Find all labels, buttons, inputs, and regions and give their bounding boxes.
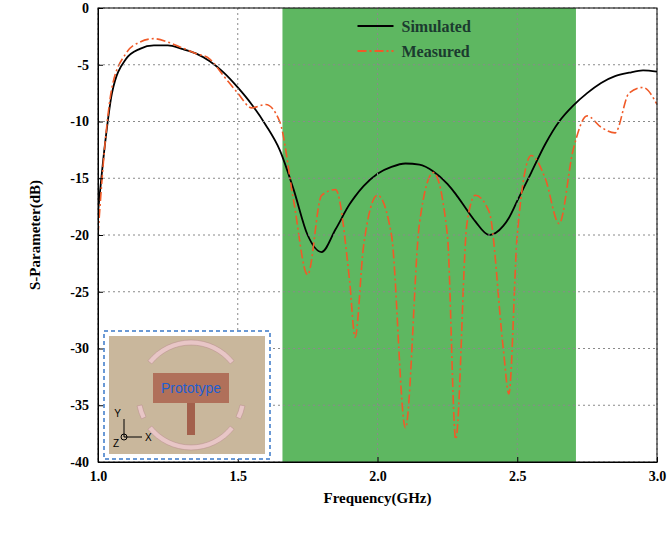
y-tick: -35 bbox=[70, 398, 103, 413]
y-tick: -10 bbox=[70, 114, 103, 129]
x-tick: 3.0 bbox=[649, 457, 667, 484]
y-tick-label: -5 bbox=[77, 58, 89, 73]
y-tick-mark bbox=[98, 405, 103, 406]
inset-axis-label: X bbox=[145, 432, 152, 443]
inset-axis-z bbox=[121, 434, 127, 440]
x-axis: 1.0 1.5 2.0 2.5 3.0 bbox=[90, 457, 667, 484]
x-tick: 2.0 bbox=[369, 457, 387, 484]
grid-line-y bbox=[98, 235, 657, 236]
y-tick: -25 bbox=[70, 285, 103, 300]
y-tick-mark bbox=[98, 65, 103, 66]
inset-ring bbox=[236, 405, 245, 419]
data-area bbox=[98, 8, 657, 462]
y-axis-title: S-Parameter(dB) bbox=[27, 180, 44, 290]
legend: Simulated Measured bbox=[358, 18, 471, 60]
y-tick-mark bbox=[98, 122, 103, 123]
legend-item: Measured bbox=[358, 43, 470, 60]
legend-swatch bbox=[358, 50, 394, 52]
y-tick-mark bbox=[98, 462, 103, 463]
y-tick-mark bbox=[98, 178, 103, 179]
x-tick-mark bbox=[657, 457, 658, 462]
grid-line-y bbox=[98, 178, 657, 179]
y-tick-label: -40 bbox=[70, 455, 89, 470]
y-tick-label: 0 bbox=[82, 1, 89, 16]
y-tick: -15 bbox=[70, 171, 103, 186]
x-tick-label: 2.5 bbox=[509, 469, 527, 484]
x-tick-mark bbox=[517, 457, 518, 462]
inset-label: Prototype bbox=[161, 380, 221, 396]
inset-ring bbox=[148, 340, 234, 364]
plot-frame bbox=[98, 8, 657, 462]
inset-axis-label: Y bbox=[114, 408, 121, 419]
y-tick-label: -35 bbox=[70, 398, 89, 413]
y-tick-label: -10 bbox=[70, 114, 89, 129]
y-tick-label: -30 bbox=[70, 341, 89, 356]
inset-frame bbox=[104, 331, 270, 459]
x-tick-label: 3.0 bbox=[649, 469, 667, 484]
x-tick-label: 2.0 bbox=[369, 469, 387, 484]
x-tick: 2.5 bbox=[509, 457, 527, 484]
x-tick: 1.5 bbox=[230, 457, 248, 484]
y-tick: 0 bbox=[82, 1, 103, 16]
grid bbox=[98, 8, 657, 462]
y-tick-label: -15 bbox=[70, 171, 89, 186]
y-tick-mark bbox=[98, 235, 103, 236]
legend-swatch bbox=[358, 25, 394, 27]
grid-line-y bbox=[98, 121, 657, 122]
y-tick-mark bbox=[98, 292, 103, 293]
y-tick: -40 bbox=[70, 455, 103, 470]
inset-photo bbox=[109, 336, 265, 454]
x-axis-title: Frequency(GHz) bbox=[323, 490, 431, 507]
legend-label: Simulated bbox=[402, 18, 471, 35]
x-tick-label: 1.0 bbox=[90, 469, 108, 484]
y-tick-label: -25 bbox=[70, 285, 89, 300]
plot: 1.0 1.5 2.0 2.5 3.0 -40 -35 -30 -25 -20 -15 -10 -5 0 S… bbox=[70, 1, 666, 484]
legend-item: Simulated bbox=[358, 18, 471, 35]
y-tick-label: -20 bbox=[70, 228, 89, 243]
inset-axis-label: Z bbox=[113, 438, 119, 449]
grid-line-y bbox=[98, 64, 657, 65]
inset-ring bbox=[137, 405, 146, 419]
y-tick-mark bbox=[98, 8, 103, 9]
grid-line-y bbox=[98, 291, 657, 292]
x-axis-line bbox=[99, 462, 658, 463]
grid-line-x bbox=[517, 8, 518, 462]
inset: Prototype Y Z X bbox=[104, 331, 270, 459]
y-tick: -5 bbox=[77, 58, 103, 73]
y-tick-mark bbox=[98, 349, 103, 350]
grid-line-x bbox=[377, 8, 378, 462]
inset-feed bbox=[187, 403, 195, 435]
y-tick: -30 bbox=[70, 341, 103, 356]
x-tick-label: 1.5 bbox=[230, 469, 248, 484]
inset-patch bbox=[153, 373, 229, 403]
legend-label: Measured bbox=[402, 43, 470, 60]
inset-axes: Y Z X bbox=[113, 408, 152, 449]
x-tick-mark bbox=[378, 457, 379, 462]
y-axis: -40 -35 -30 -25 -20 -15 -10 -5 0 bbox=[70, 1, 103, 470]
y-tick: -20 bbox=[70, 228, 103, 243]
chart: 1.0 1.5 2.0 2.5 3.0 -40 -35 -30 -25 -20 -15 -10 -5 0 S… bbox=[0, 0, 672, 543]
